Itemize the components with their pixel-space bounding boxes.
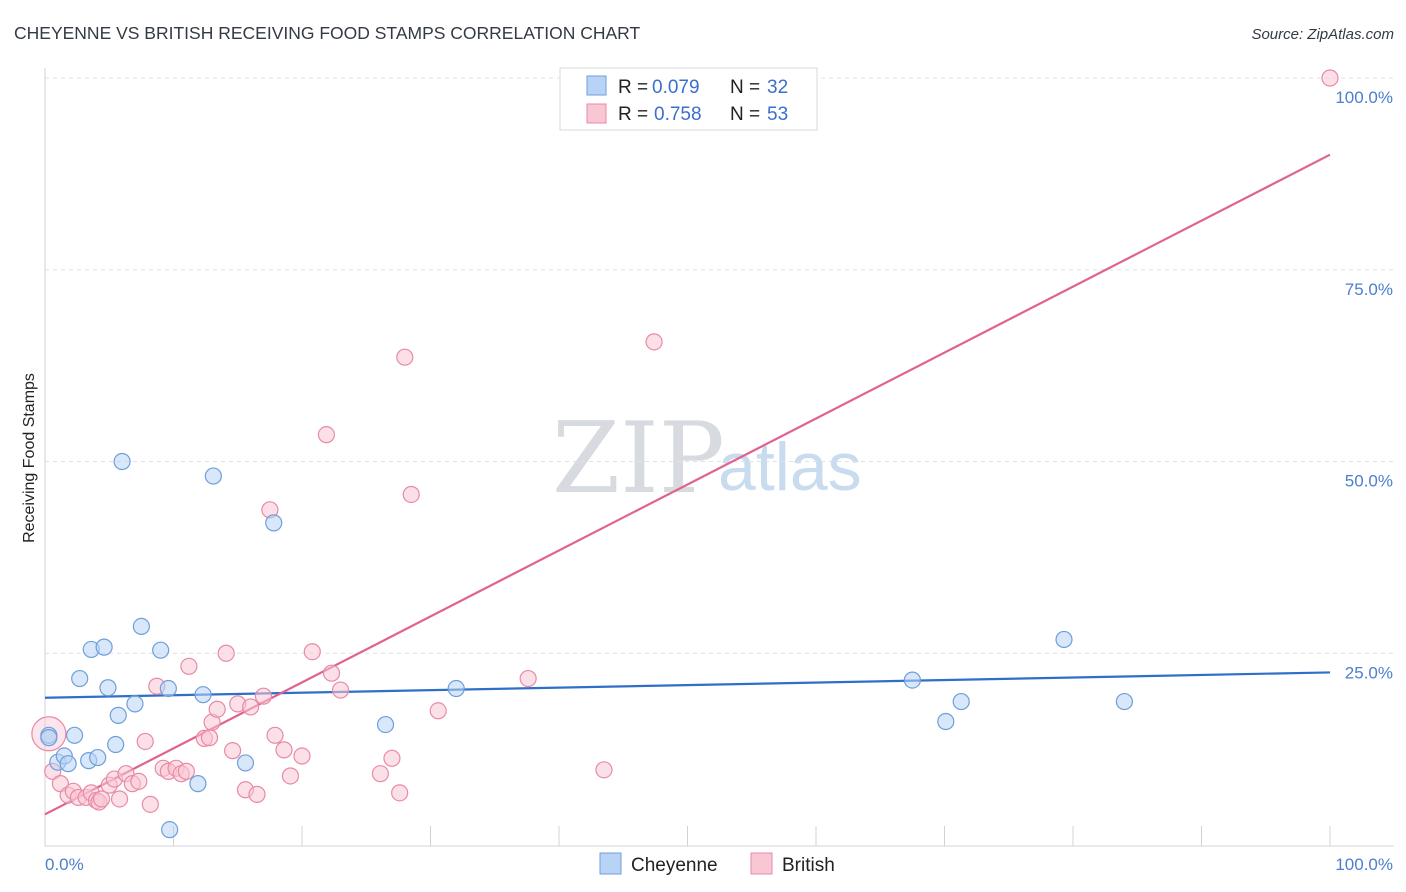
legend-n-label-british: N =	[730, 104, 760, 125]
y-axis-title: Receiving Food Stamps	[21, 373, 38, 543]
point-cheyenne	[376, 715, 395, 734]
point-british	[331, 681, 350, 699]
point-british	[1321, 69, 1339, 87]
bottom-legend-swatch-british	[750, 852, 773, 875]
point-british	[177, 762, 195, 780]
point-cheyenne	[152, 641, 170, 659]
y-tick-label-75: 75.0%	[1345, 280, 1393, 299]
point-british	[180, 657, 198, 675]
point-british	[110, 790, 129, 808]
point-cheyenne	[99, 679, 117, 697]
point-british	[141, 795, 159, 813]
point-cheyenne	[65, 726, 84, 744]
point-british	[248, 785, 266, 803]
point-cheyenne	[1115, 692, 1134, 711]
chart-source: Source: ZipAtlas.com	[1251, 26, 1394, 43]
trend-line-cheyenne	[44, 671, 1331, 699]
legend: R = 0.079 N = 32 R = 0.758 N = 53	[559, 67, 818, 131]
point-cheyenne	[113, 452, 131, 471]
point-british	[322, 664, 341, 682]
point-british	[92, 790, 111, 808]
point-cheyenne	[107, 735, 125, 754]
point-british	[254, 687, 273, 705]
point-cheyenne	[59, 755, 77, 773]
point-british	[371, 765, 389, 783]
y-tick-label-25: 25.0%	[1345, 663, 1393, 682]
bottom-legend-label-cheyenne: Cheyenne	[631, 855, 718, 876]
legend-swatch-cheyenne	[586, 75, 607, 96]
point-british	[293, 747, 311, 765]
legend-r-value-british: 0.758	[654, 104, 702, 125]
point-british	[317, 426, 336, 444]
point-cheyenne	[447, 679, 465, 698]
point-british	[281, 767, 300, 785]
point-british	[595, 761, 613, 779]
x-tick-label-max: 100.0%	[1335, 855, 1393, 874]
point-cheyenne	[937, 712, 955, 731]
y-tick-label-100: 100.0%	[1335, 88, 1393, 107]
bottom-legend: Cheyenne British	[599, 852, 835, 876]
x-tick-label-min: 0.0%	[45, 855, 84, 874]
legend-n-value-cheyenne: 32	[767, 77, 788, 98]
point-cheyenne	[95, 638, 113, 656]
point-british	[208, 700, 226, 718]
point-cheyenne	[132, 617, 150, 636]
gridlines	[45, 77, 1394, 654]
bottom-legend-label-british: British	[782, 855, 835, 876]
watermark-atlas: atlas	[718, 429, 862, 505]
point-cheyenne	[109, 706, 127, 724]
legend-r-label-british: R =	[618, 104, 648, 125]
point-cheyenne	[952, 692, 970, 711]
point-cheyenne	[236, 754, 255, 772]
y-tick-label-50: 50.0%	[1345, 472, 1393, 491]
point-british	[303, 643, 321, 661]
legend-n-label-cheyenne: N =	[730, 77, 760, 98]
point-british	[391, 784, 409, 802]
trend-lines	[44, 153, 1331, 816]
bottom-legend-swatch-cheyenne	[599, 852, 622, 875]
point-cheyenne	[189, 775, 207, 793]
point-british	[266, 726, 284, 744]
point-cheyenne	[1055, 630, 1073, 649]
chart-title: CHEYENNE VS BRITISH RECEIVING FOOD STAMP…	[14, 23, 641, 43]
point-cheyenne	[89, 748, 107, 767]
point-british	[383, 749, 401, 767]
point-british	[519, 669, 537, 688]
point-cheyenne	[159, 679, 177, 698]
point-cheyenne	[265, 514, 283, 532]
point-cheyenne	[161, 821, 179, 839]
point-british	[275, 741, 293, 759]
point-british	[429, 702, 447, 720]
point-british	[242, 698, 260, 716]
point-british	[396, 348, 414, 366]
legend-r-value-cheyenne: 0.079	[652, 77, 700, 98]
point-cheyenne	[194, 686, 212, 704]
point-cheyenne	[126, 695, 144, 713]
point-british	[136, 732, 154, 751]
point-cheyenne	[71, 669, 89, 688]
watermark-zip: ZIP	[552, 402, 725, 516]
point-british	[200, 729, 219, 747]
point-british	[402, 485, 420, 504]
scatter-points	[31, 69, 1339, 839]
legend-n-value-british: 53	[767, 104, 788, 125]
point-cheyenne	[40, 729, 58, 747]
legend-swatch-british	[586, 103, 607, 124]
point-british	[224, 742, 242, 760]
legend-r-label-cheyenne: R =	[618, 77, 648, 98]
point-british	[130, 772, 148, 790]
point-cheyenne	[204, 467, 222, 485]
trend-line-british	[44, 153, 1331, 816]
point-cheyenne	[903, 671, 921, 689]
point-british	[645, 333, 663, 351]
point-british	[217, 644, 235, 662]
